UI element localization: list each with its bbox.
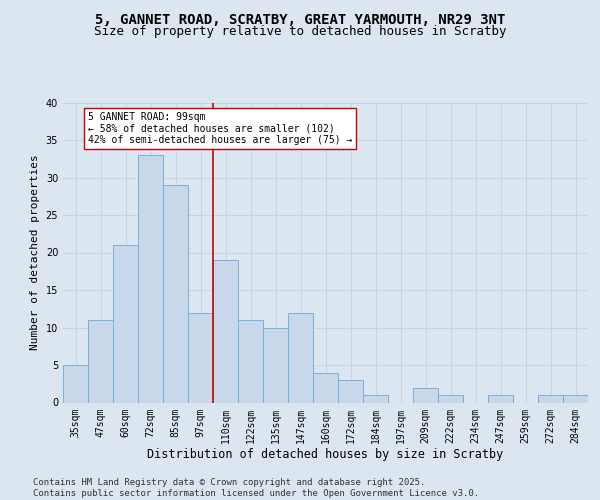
Bar bbox=[113, 245, 138, 402]
Bar bbox=[363, 395, 388, 402]
Bar bbox=[188, 312, 213, 402]
Y-axis label: Number of detached properties: Number of detached properties bbox=[30, 154, 40, 350]
Bar bbox=[488, 395, 513, 402]
Bar bbox=[163, 185, 188, 402]
Text: Contains HM Land Registry data © Crown copyright and database right 2025.
Contai: Contains HM Land Registry data © Crown c… bbox=[33, 478, 479, 498]
Bar bbox=[438, 395, 463, 402]
Bar bbox=[538, 395, 563, 402]
Bar bbox=[88, 320, 113, 402]
X-axis label: Distribution of detached houses by size in Scratby: Distribution of detached houses by size … bbox=[148, 448, 503, 461]
Bar bbox=[413, 388, 438, 402]
Text: 5, GANNET ROAD, SCRATBY, GREAT YARMOUTH, NR29 3NT: 5, GANNET ROAD, SCRATBY, GREAT YARMOUTH,… bbox=[95, 12, 505, 26]
Bar bbox=[563, 395, 588, 402]
Text: Size of property relative to detached houses in Scratby: Size of property relative to detached ho… bbox=[94, 25, 506, 38]
Bar bbox=[138, 155, 163, 402]
Bar bbox=[238, 320, 263, 402]
Bar bbox=[263, 328, 288, 402]
Text: 5 GANNET ROAD: 99sqm
← 58% of detached houses are smaller (102)
42% of semi-deta: 5 GANNET ROAD: 99sqm ← 58% of detached h… bbox=[88, 112, 352, 144]
Bar bbox=[288, 312, 313, 402]
Bar bbox=[63, 365, 88, 403]
Bar bbox=[213, 260, 238, 402]
Bar bbox=[338, 380, 363, 402]
Bar bbox=[313, 372, 338, 402]
